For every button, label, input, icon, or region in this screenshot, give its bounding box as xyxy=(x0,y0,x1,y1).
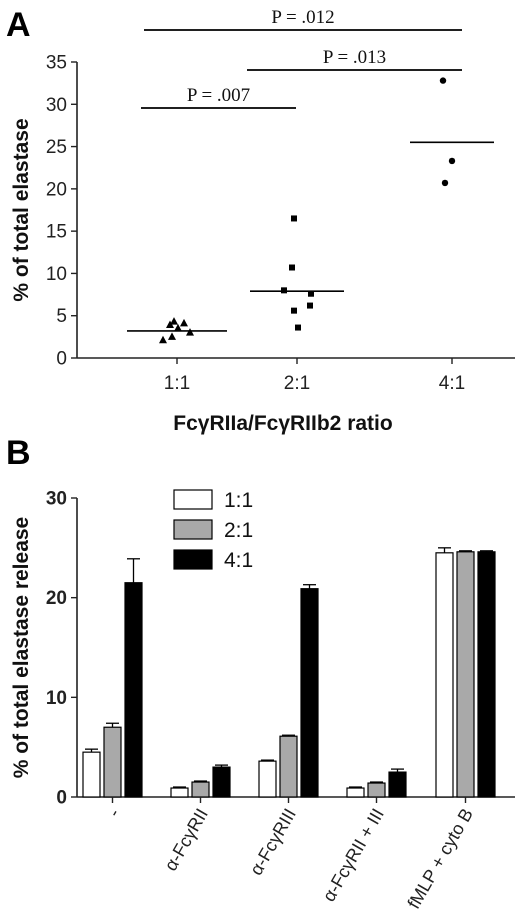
legend-label: 2:1 xyxy=(224,519,253,542)
y-tick-label: 20 xyxy=(46,588,67,609)
x-tick-label: α-FcγRII + III xyxy=(319,805,388,905)
square-point xyxy=(307,302,313,309)
bar xyxy=(477,551,496,798)
bar xyxy=(170,787,189,798)
triangle-point xyxy=(180,318,188,327)
y-tick-label: 15 xyxy=(46,222,67,243)
bar xyxy=(367,782,386,798)
panel-b-letter: B xyxy=(6,434,31,472)
panel-b-bar-chart: 0 10 20 30 % of total elastase release - α-Fcγ… xyxy=(10,489,515,912)
x-tick-label: 2:1 xyxy=(284,373,310,394)
triangle-point xyxy=(170,317,178,325)
legend-swatch xyxy=(173,489,213,510)
legend-swatch xyxy=(173,549,213,570)
panel-a-scatter-chart: 0 5 10 15 20 25 30 35 1:1 2:1 4:1 % of total elasta… xyxy=(10,7,515,435)
legend-swatch xyxy=(173,519,213,540)
square-point xyxy=(289,264,295,271)
x-tick-label: 4:1 xyxy=(439,373,465,394)
p-value-label: P = .007 xyxy=(187,85,250,106)
circle-point xyxy=(441,179,449,187)
y-tick-label: 5 xyxy=(56,306,67,327)
p-value-label: P = .013 xyxy=(323,47,386,68)
y-axis-title: % of total elastase xyxy=(10,118,33,301)
bar xyxy=(258,760,277,798)
legend-label: 1:1 xyxy=(224,489,253,512)
triangle-point xyxy=(166,320,174,329)
square-point xyxy=(308,290,314,297)
x-tick-label: α-FcγRII xyxy=(160,805,212,874)
bar xyxy=(435,552,454,798)
triangle-point xyxy=(168,332,176,340)
y-tick-label: 20 xyxy=(46,179,67,200)
bar xyxy=(212,766,231,798)
triangle-point xyxy=(159,335,167,344)
bar xyxy=(456,551,475,798)
triangle-point xyxy=(174,323,182,332)
y-tick-label: 35 xyxy=(46,53,67,74)
y-tick-label: 0 xyxy=(56,788,67,809)
circle-point xyxy=(448,157,456,165)
y-tick-label: 0 xyxy=(56,349,67,370)
panel-a-letter: A xyxy=(6,6,31,44)
y-tick-label: 30 xyxy=(46,95,67,116)
bar xyxy=(191,781,210,798)
y-tick-label: 10 xyxy=(46,688,67,709)
bar xyxy=(103,726,122,798)
y-tick-label: 10 xyxy=(46,264,67,285)
x-tick-label: fMLP + cyto B xyxy=(404,805,477,912)
triangle-point xyxy=(186,328,194,336)
p-value-label: P = .012 xyxy=(271,7,334,28)
square-point xyxy=(295,324,301,331)
square-point xyxy=(291,215,297,222)
y-axis-title: % of total elastase release xyxy=(10,517,33,778)
legend-label: 4:1 xyxy=(224,549,253,572)
square-point xyxy=(281,287,287,294)
bar xyxy=(124,582,143,798)
y-tick-label: 30 xyxy=(46,489,67,510)
x-axis-title: FcγRIIa/FcγRIIb2 ratio xyxy=(173,412,392,435)
bar xyxy=(82,751,101,798)
bar xyxy=(346,787,365,798)
x-tick-label: - xyxy=(104,805,124,820)
bar xyxy=(388,771,407,798)
circle-point xyxy=(439,77,447,84)
bar xyxy=(300,588,319,798)
x-tick-label: 1:1 xyxy=(164,373,190,394)
y-tick-label: 25 xyxy=(46,137,67,158)
x-tick-label: α-FcγRIII xyxy=(246,805,300,879)
bar xyxy=(279,735,298,798)
square-point xyxy=(291,307,297,314)
